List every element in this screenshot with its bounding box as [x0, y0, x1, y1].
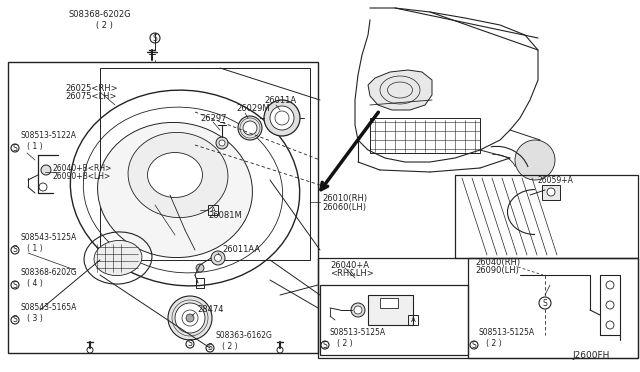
Text: S08513-5125A
   ( 2 ): S08513-5125A ( 2 )	[479, 328, 535, 348]
Circle shape	[11, 246, 19, 254]
Circle shape	[277, 347, 283, 353]
Text: 26029M: 26029M	[236, 103, 269, 112]
Text: 26090+B<LH>: 26090+B<LH>	[52, 171, 110, 180]
Circle shape	[214, 254, 221, 262]
Circle shape	[168, 296, 212, 340]
Bar	[100, 68, 310, 260]
Circle shape	[196, 264, 204, 272]
Circle shape	[11, 316, 19, 324]
Text: 26025<RH>: 26025<RH>	[65, 83, 118, 93]
Text: S08513-5125A
   ( 2 ): S08513-5125A ( 2 )	[330, 328, 386, 348]
Bar	[208, 205, 218, 215]
Bar	[455, 175, 638, 258]
Circle shape	[216, 137, 228, 149]
Text: <RH&LH>: <RH&LH>	[330, 269, 374, 278]
Bar	[318, 258, 638, 358]
Circle shape	[547, 188, 555, 196]
Bar	[542, 185, 560, 200]
Text: S08363-6162G
   ( 2 ): S08363-6162G ( 2 )	[215, 331, 272, 351]
Circle shape	[238, 116, 262, 140]
Text: 26011A: 26011A	[264, 96, 296, 105]
Circle shape	[606, 281, 614, 289]
Bar	[8, 62, 318, 353]
Circle shape	[351, 303, 365, 317]
Text: 26010(RH): 26010(RH)	[322, 193, 367, 202]
Circle shape	[41, 165, 51, 175]
Text: 26059+A: 26059+A	[538, 176, 574, 185]
Circle shape	[186, 340, 194, 348]
Circle shape	[606, 321, 614, 329]
Ellipse shape	[94, 240, 142, 276]
Bar	[320, 285, 468, 355]
Text: S: S	[13, 315, 17, 324]
Bar	[196, 278, 204, 288]
Ellipse shape	[97, 122, 252, 257]
Bar	[468, 258, 638, 358]
Text: S08368-6202G
   ( 2 ): S08368-6202G ( 2 )	[68, 10, 131, 30]
Text: S08543-5125A
   ( 1 ): S08543-5125A ( 1 )	[20, 233, 76, 253]
Ellipse shape	[147, 153, 202, 198]
Text: S: S	[13, 280, 17, 289]
Circle shape	[515, 140, 555, 180]
Circle shape	[243, 121, 257, 135]
Bar	[380, 298, 398, 308]
Text: S: S	[13, 144, 17, 153]
Text: 26060(LH): 26060(LH)	[322, 202, 366, 212]
Circle shape	[11, 144, 19, 152]
Text: S: S	[207, 343, 212, 353]
Text: S: S	[188, 340, 193, 349]
Text: S: S	[472, 340, 476, 350]
Circle shape	[206, 344, 214, 352]
Circle shape	[87, 347, 93, 353]
Circle shape	[264, 100, 300, 136]
Bar	[368, 295, 413, 325]
Text: 26040+B<RH>: 26040+B<RH>	[52, 164, 111, 173]
Text: S08513-5122A
   ( 1 ): S08513-5122A ( 1 )	[20, 131, 76, 151]
Circle shape	[39, 183, 47, 191]
Text: 26011AA: 26011AA	[222, 246, 260, 254]
Bar	[370, 118, 480, 153]
Circle shape	[175, 303, 205, 333]
Circle shape	[470, 341, 478, 349]
Text: 28474: 28474	[197, 305, 223, 314]
Text: A: A	[411, 317, 415, 323]
Ellipse shape	[128, 132, 228, 218]
Circle shape	[354, 306, 362, 314]
Text: S08368-6202G
   ( 4 ): S08368-6202G ( 4 )	[20, 268, 77, 288]
Text: S: S	[152, 33, 157, 42]
Text: S: S	[323, 340, 328, 350]
Circle shape	[186, 314, 194, 322]
Text: J2600FH: J2600FH	[572, 350, 609, 359]
Circle shape	[539, 297, 551, 309]
Circle shape	[321, 341, 329, 349]
Circle shape	[150, 33, 160, 43]
Text: S: S	[543, 298, 547, 308]
Text: 26040+A: 26040+A	[330, 260, 369, 269]
Bar	[408, 315, 418, 325]
Circle shape	[219, 140, 225, 146]
Text: S: S	[13, 246, 17, 254]
Circle shape	[11, 281, 19, 289]
Text: S08543-5165A
   ( 3 ): S08543-5165A ( 3 )	[20, 303, 76, 323]
Text: 26090(LH): 26090(LH)	[475, 266, 519, 276]
Text: 26040(RH): 26040(RH)	[475, 259, 520, 267]
Circle shape	[270, 106, 294, 130]
Text: 26075<LH>: 26075<LH>	[65, 92, 116, 100]
Circle shape	[606, 301, 614, 309]
Text: 26297: 26297	[200, 113, 227, 122]
Circle shape	[211, 251, 225, 265]
Text: A: A	[211, 207, 216, 213]
Text: 26081M: 26081M	[208, 211, 242, 219]
Polygon shape	[368, 70, 432, 110]
